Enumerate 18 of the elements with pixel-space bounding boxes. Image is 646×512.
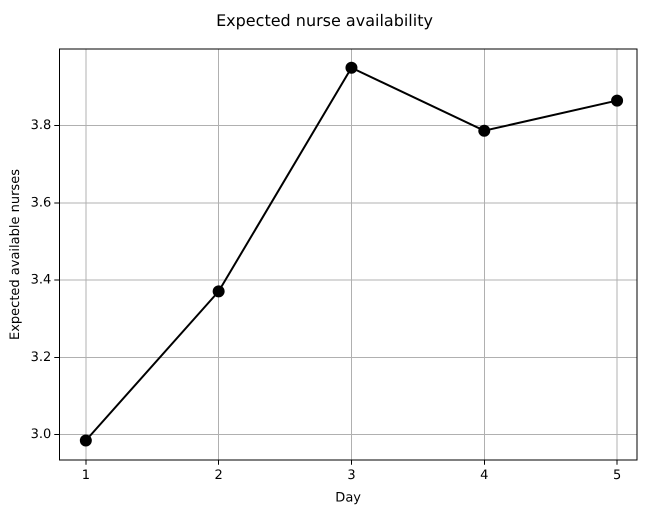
point [212, 285, 225, 298]
y-axis-title: Expected available nurses [8, 168, 24, 340]
x-tick-label: 3 [347, 468, 356, 483]
x-tick-label: 5 [612, 468, 622, 483]
y-tick-label: 3.8 [30, 118, 52, 134]
point [80, 434, 92, 446]
x-tick-label: 4 [480, 468, 488, 483]
point [478, 124, 490, 137]
x-tick-label: 1 [82, 468, 90, 483]
y-tick-label: 3.6 [30, 195, 52, 210]
x-tick-label: 2 [214, 468, 223, 483]
point [345, 62, 358, 74]
chart-title: Expected nurse availability [216, 10, 433, 30]
y-tick-label: 3.0 [30, 427, 52, 442]
y-tick-label: 3.4 [30, 272, 52, 288]
point [611, 94, 624, 107]
x-axis-title: Day [335, 490, 362, 506]
y-tick-label: 3.2 [30, 350, 52, 365]
